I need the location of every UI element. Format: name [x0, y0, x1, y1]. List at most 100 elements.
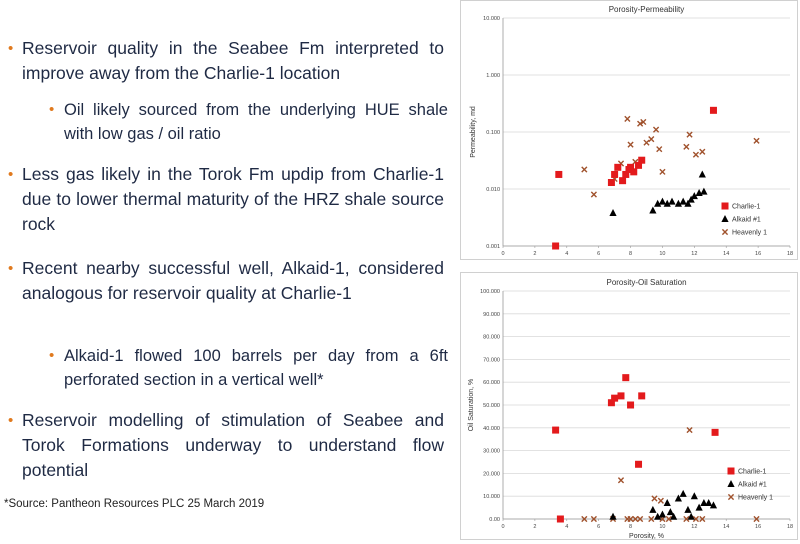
- legend-label: Alkaid #1: [732, 217, 761, 224]
- legend-marker: [721, 215, 729, 222]
- y-tick-label: 60.000: [483, 380, 500, 386]
- x-tick-label: 8: [629, 524, 632, 530]
- data-point: [686, 131, 693, 138]
- data-point: [700, 499, 708, 507]
- bullet-text: Less gas likely in the Torok Fm updip fr…: [22, 164, 444, 234]
- y-tick-label: 0.001: [486, 244, 500, 250]
- data-point: [555, 170, 563, 178]
- data-point: [705, 499, 713, 507]
- porosity-permeability-chart: Porosity-Permeability 0.001 0.010 0.100 1.00…: [460, 0, 798, 267]
- y-tick-label: 100.000: [480, 289, 500, 295]
- data-point: [627, 515, 634, 523]
- data-point: [607, 179, 615, 187]
- bullet-text: Recent nearby successful well, Alkaid-1,…: [22, 258, 444, 303]
- data-point: [637, 120, 644, 127]
- data-point: [683, 515, 690, 523]
- data-point: [699, 515, 706, 523]
- x-tick-label: 16: [755, 524, 761, 530]
- data-point: [635, 161, 643, 169]
- data-point: [649, 505, 657, 513]
- series-charlie-1: [552, 374, 719, 523]
- y-tick-label: 1.000: [486, 73, 500, 79]
- y-tick-label: 10.000: [483, 494, 500, 500]
- x-tick-label: 4: [565, 524, 568, 530]
- chart-title: Porosity-Permeability: [609, 5, 685, 14]
- data-point: [663, 199, 671, 207]
- x-tick-label: 0: [501, 524, 504, 530]
- y-tick-label: 0.100: [486, 130, 500, 136]
- data-point: [665, 515, 672, 523]
- x-tick-label: 14: [723, 524, 729, 530]
- data-point: [668, 197, 676, 205]
- data-point: [635, 460, 643, 468]
- data-point: [679, 197, 687, 205]
- x-tick-label: 10: [659, 251, 665, 257]
- series-heavenly-1: [581, 115, 760, 198]
- data-point: [658, 510, 667, 518]
- data-point: [632, 515, 639, 523]
- x-tick-label: 6: [597, 251, 600, 257]
- bullet-dot-icon: •: [8, 412, 14, 429]
- data-point: [581, 515, 588, 523]
- y-tick-label: 40.000: [483, 426, 500, 432]
- data-point: [630, 168, 638, 176]
- bullet-dot-icon: •: [8, 40, 14, 57]
- x-tick-label: 18: [787, 524, 793, 530]
- y-axis-label: Permeability, md: [470, 106, 477, 158]
- y-tick-label: 0.010: [486, 187, 500, 193]
- data-point: [753, 515, 760, 523]
- bullet-text: Alkaid-1 flowed 100 barrels per day from…: [64, 347, 448, 389]
- data-point: [686, 426, 693, 434]
- data-point: [590, 515, 597, 523]
- legend-label: Alkaid #1: [738, 482, 767, 489]
- bullet-text: Reservoir modelling of stimulation of Se…: [22, 410, 444, 480]
- data-point: [617, 392, 625, 400]
- data-point: [670, 512, 678, 520]
- data-point: [698, 170, 706, 178]
- y-tick-label: 80.000: [483, 335, 500, 341]
- bullet-item: • Less gas likely in the Torok Fm updip …: [8, 162, 444, 237]
- data-point: [684, 505, 692, 513]
- data-point: [643, 139, 650, 146]
- bullet-text: Oil likely sourced from the underlying H…: [64, 101, 448, 143]
- porosity-oil-saturation-chart: Porosity-Oil Saturation 0.00 10.000 20.000 3…: [460, 272, 798, 540]
- data-point: [674, 199, 682, 207]
- x-tick-label: 12: [691, 524, 697, 530]
- legend-label: Charlie-1: [738, 469, 767, 476]
- bullet-dot-icon: •: [8, 260, 14, 277]
- y-tick-label: 50.000: [483, 403, 500, 409]
- data-point: [683, 143, 690, 150]
- data-point: [609, 208, 617, 216]
- legend: Charlie-1 Alkaid #1 Heavenly 1: [727, 467, 773, 502]
- legend-label: Charlie-1: [732, 204, 761, 211]
- data-point: [674, 494, 682, 502]
- data-point: [679, 489, 687, 497]
- data-point: [590, 191, 597, 198]
- data-point: [684, 199, 692, 207]
- legend-marker: [721, 228, 729, 236]
- bullet-item: • Oil likely sourced from the underlying…: [49, 98, 448, 146]
- data-point: [627, 141, 634, 148]
- series-charlie-1: [552, 106, 717, 250]
- chart-canvas: Porosity-Permeability 0.001 0.010 0.100 1.00…: [470, 5, 793, 267]
- chart-title: Porosity-Oil Saturation: [606, 278, 686, 287]
- legend-marker: [727, 493, 735, 501]
- data-point: [609, 512, 617, 520]
- data-point: [619, 177, 627, 185]
- y-tick-label: 10.000: [483, 16, 500, 22]
- bullet-item: • Reservoir quality in the Seabee Fm int…: [8, 36, 444, 86]
- legend-label: Heavenly 1: [738, 495, 773, 502]
- data-point: [709, 106, 717, 114]
- x-tick-label: 4: [565, 251, 568, 257]
- series-alkaid-1: [609, 170, 708, 216]
- data-point: [711, 428, 719, 436]
- y-tick-label: 70.000: [483, 357, 500, 363]
- data-point: [581, 166, 588, 173]
- data-point: [627, 401, 635, 409]
- data-point: [648, 136, 655, 143]
- x-tick-label: 2: [533, 251, 536, 257]
- bullet-dot-icon: •: [49, 347, 55, 364]
- legend-label: Heavenly 1: [732, 230, 767, 237]
- x-tick-label: 0: [501, 251, 504, 257]
- y-tick-label: 90.000: [483, 312, 500, 318]
